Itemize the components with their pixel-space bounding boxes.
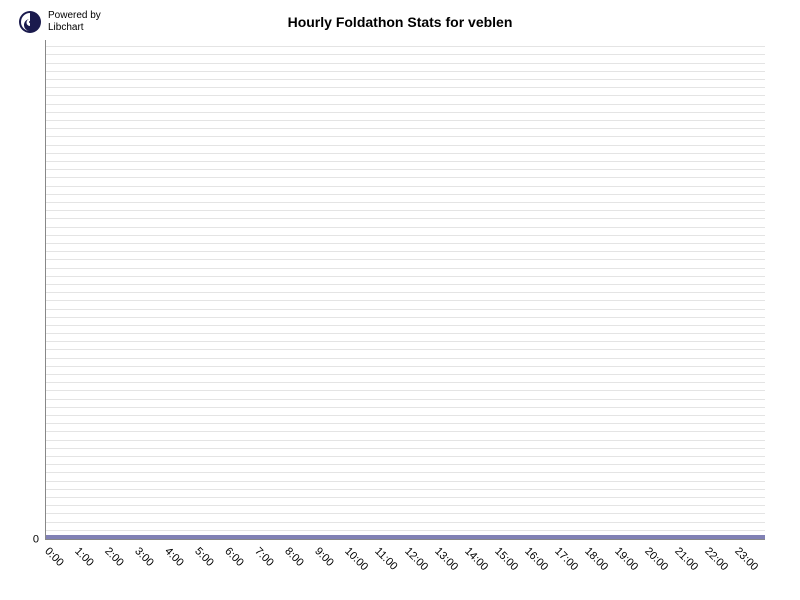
grid-line: [46, 374, 765, 375]
grid-line: [46, 440, 765, 441]
x-tick-label: 0:00: [42, 546, 65, 569]
x-tick-label: 4:00: [162, 546, 185, 569]
grid-line: [46, 218, 765, 219]
plot-area: [45, 40, 765, 540]
grid-line: [46, 177, 765, 178]
x-tick-label: 17:00: [552, 546, 579, 573]
grid-line: [46, 46, 765, 47]
grid-line: [46, 456, 765, 457]
grid-line: [46, 325, 765, 326]
grid-line: [46, 349, 765, 350]
grid-line: [46, 431, 765, 432]
grid-line: [46, 259, 765, 260]
grid-line: [46, 79, 765, 80]
grid-line: [46, 415, 765, 416]
grid-line: [46, 54, 765, 55]
grid-line: [46, 530, 765, 531]
grid-line: [46, 120, 765, 121]
grid-line: [46, 136, 765, 137]
x-tick-label: 21:00: [672, 546, 699, 573]
grid-line: [46, 407, 765, 408]
grid-line: [46, 227, 765, 228]
grid-line: [46, 153, 765, 154]
x-tick-label: 14:00: [462, 546, 489, 573]
grid-line: [46, 104, 765, 105]
x-tick-label: 6:00: [222, 546, 245, 569]
grid-line: [46, 382, 765, 383]
grid-line: [46, 235, 765, 236]
grid-line: [46, 497, 765, 498]
grid-line: [46, 87, 765, 88]
grid-line: [46, 489, 765, 490]
grid-line: [46, 448, 765, 449]
x-tick-label: 20:00: [642, 546, 669, 573]
x-tick-label: 23:00: [732, 546, 759, 573]
grid-line: [46, 276, 765, 277]
grid-line: [46, 300, 765, 301]
x-tick-label: 15:00: [492, 546, 519, 573]
grid-line: [46, 358, 765, 359]
x-tick-label: 7:00: [252, 546, 275, 569]
x-tick-label: 5:00: [192, 546, 215, 569]
x-tick-label: 18:00: [582, 546, 609, 573]
grid-line: [46, 309, 765, 310]
grid-line: [46, 169, 765, 170]
chart-plot: 0:001:002:003:004:005:006:007:008:009:00…: [45, 40, 765, 540]
grid-line: [46, 423, 765, 424]
x-tick-label: 16:00: [522, 546, 549, 573]
grid-line: [46, 161, 765, 162]
x-tick-label: 11:00: [372, 546, 399, 573]
grid-line: [46, 186, 765, 187]
grid-line: [46, 268, 765, 269]
grid-line: [46, 341, 765, 342]
grid-line: [46, 481, 765, 482]
x-tick-label: 1:00: [72, 546, 95, 569]
grid-line: [46, 202, 765, 203]
grid-line: [46, 399, 765, 400]
grid-line: [46, 251, 765, 252]
x-tick-label: 8:00: [282, 546, 305, 569]
grid-line: [46, 71, 765, 72]
grid-line: [46, 464, 765, 465]
x-tick-label: 22:00: [702, 546, 729, 573]
y-tick-label: 0: [33, 535, 45, 546]
grid-line: [46, 145, 765, 146]
grid-line: [46, 292, 765, 293]
grid-line: [46, 472, 765, 473]
grid-line: [46, 505, 765, 506]
x-tick-label: 3:00: [132, 546, 155, 569]
grid-line: [46, 317, 765, 318]
grid-line: [46, 210, 765, 211]
x-tick-label: 10:00: [342, 546, 369, 573]
grid-line: [46, 95, 765, 96]
grid-line: [46, 194, 765, 195]
x-tick-label: 13:00: [432, 546, 459, 573]
grid-line: [46, 112, 765, 113]
grid-line: [46, 366, 765, 367]
grid-line: [46, 63, 765, 64]
chart-title: Hourly Foldathon Stats for veblen: [0, 14, 800, 30]
grid-line: [46, 284, 765, 285]
x-tick-label: 2:00: [102, 546, 125, 569]
grid-line: [46, 513, 765, 514]
grid-line: [46, 333, 765, 334]
x-tick-label: 12:00: [402, 546, 429, 573]
grid-line: [46, 522, 765, 523]
x-tick-label: 19:00: [612, 546, 639, 573]
baseline-band: [46, 535, 765, 539]
x-tick-label: 9:00: [312, 546, 335, 569]
grid-line: [46, 243, 765, 244]
grid-line: [46, 128, 765, 129]
grid-line: [46, 390, 765, 391]
